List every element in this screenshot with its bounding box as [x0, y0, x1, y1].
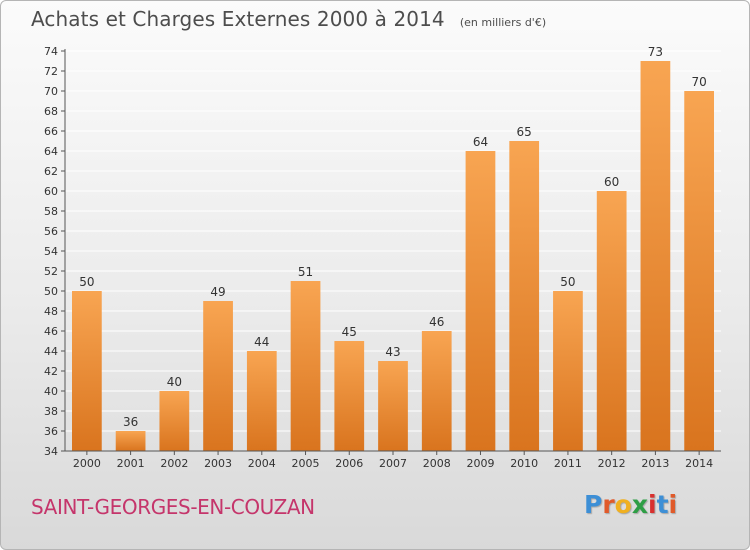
y-tick-label: 52: [44, 265, 58, 278]
data-label: 43: [385, 345, 400, 359]
data-label: 70: [691, 75, 706, 89]
place-name: SAINT-GEORGES-EN-COUZAN: [31, 495, 315, 519]
chart-title: Achats et Charges Externes 2000 à 2014: [31, 7, 445, 31]
logo-letter: i: [668, 490, 678, 519]
bar: [203, 301, 233, 451]
data-label: 50: [79, 275, 94, 289]
data-label: 40: [167, 375, 182, 389]
logo-letter: o: [614, 490, 632, 519]
data-label: 49: [210, 285, 225, 299]
data-label: 36: [123, 415, 138, 429]
y-tick-label: 40: [44, 385, 58, 398]
x-tick-label: 2001: [117, 457, 145, 470]
y-tick-label: 62: [44, 165, 58, 178]
bar: [640, 61, 671, 451]
bar: [378, 361, 408, 451]
y-tick-label: 46: [44, 325, 58, 338]
bar: [246, 351, 277, 451]
y-tick-label: 70: [44, 85, 58, 98]
data-label: 73: [648, 45, 663, 59]
y-tick-label: 50: [44, 285, 58, 298]
y-tick-label: 66: [44, 125, 58, 138]
bar: [115, 431, 146, 451]
x-tick-label: 2014: [685, 457, 713, 470]
y-tick-label: 42: [44, 365, 58, 378]
chart-subtitle: (en milliers d'€): [459, 16, 547, 29]
logo-letter: t: [656, 490, 669, 519]
bar: [465, 151, 496, 451]
data-label: 50: [560, 275, 575, 289]
y-tick-label: 64: [44, 145, 58, 158]
bar: [553, 291, 583, 451]
proxiti-logo: Proxiti: [584, 490, 677, 519]
data-label: 60: [604, 175, 619, 189]
y-tick-label: 72: [44, 65, 58, 78]
data-label: 44: [254, 335, 269, 349]
y-tick-label: 44: [44, 345, 58, 358]
x-tick-label: 2003: [204, 457, 232, 470]
logo-letter: P: [584, 490, 603, 519]
bar: [596, 191, 627, 451]
y-tick-label: 60: [44, 185, 58, 198]
x-tick-label: 2011: [554, 457, 582, 470]
bar: [684, 91, 715, 451]
bar: [159, 391, 190, 451]
bar: [421, 331, 452, 451]
x-tick-label: 2004: [248, 457, 276, 470]
y-tick-label: 74: [44, 45, 58, 58]
y-tick-label: 36: [44, 425, 58, 438]
bar: [290, 281, 321, 451]
data-label: 46: [429, 315, 444, 329]
x-tick-label: 2010: [510, 457, 538, 470]
logo-letter: i: [648, 490, 657, 519]
x-tick-label: 2007: [379, 457, 407, 470]
logo-letter: r: [602, 490, 615, 519]
bar: [509, 141, 540, 451]
chart-header: Achats et Charges Externes 2000 à 2014 (…: [31, 7, 546, 31]
data-label: 64: [473, 135, 488, 149]
x-tick-label: 2002: [160, 457, 188, 470]
x-tick-label: 2000: [73, 457, 101, 470]
x-tick-label: 2006: [335, 457, 363, 470]
y-tick-label: 56: [44, 225, 58, 238]
x-tick-label: 2009: [466, 457, 494, 470]
y-tick-label: 68: [44, 105, 58, 118]
y-tick-label: 34: [44, 445, 58, 458]
x-tick-label: 2013: [641, 457, 669, 470]
x-tick-label: 2005: [292, 457, 320, 470]
data-label: 51: [298, 265, 313, 279]
y-tick-label: 48: [44, 305, 58, 318]
y-tick-label: 58: [44, 205, 58, 218]
data-label: 45: [342, 325, 357, 339]
x-tick-label: 2008: [423, 457, 451, 470]
y-tick-label: 54: [44, 245, 58, 258]
data-label: 65: [517, 125, 532, 139]
logo-letter: x: [631, 490, 648, 519]
x-tick-label: 2012: [598, 457, 626, 470]
bar: [334, 341, 365, 451]
bar: [71, 291, 102, 451]
y-tick-label: 38: [44, 405, 58, 418]
